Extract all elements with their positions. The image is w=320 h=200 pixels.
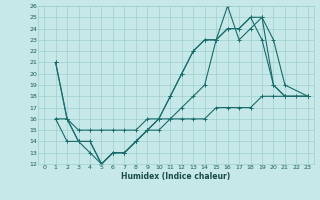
- X-axis label: Humidex (Indice chaleur): Humidex (Indice chaleur): [121, 172, 231, 181]
